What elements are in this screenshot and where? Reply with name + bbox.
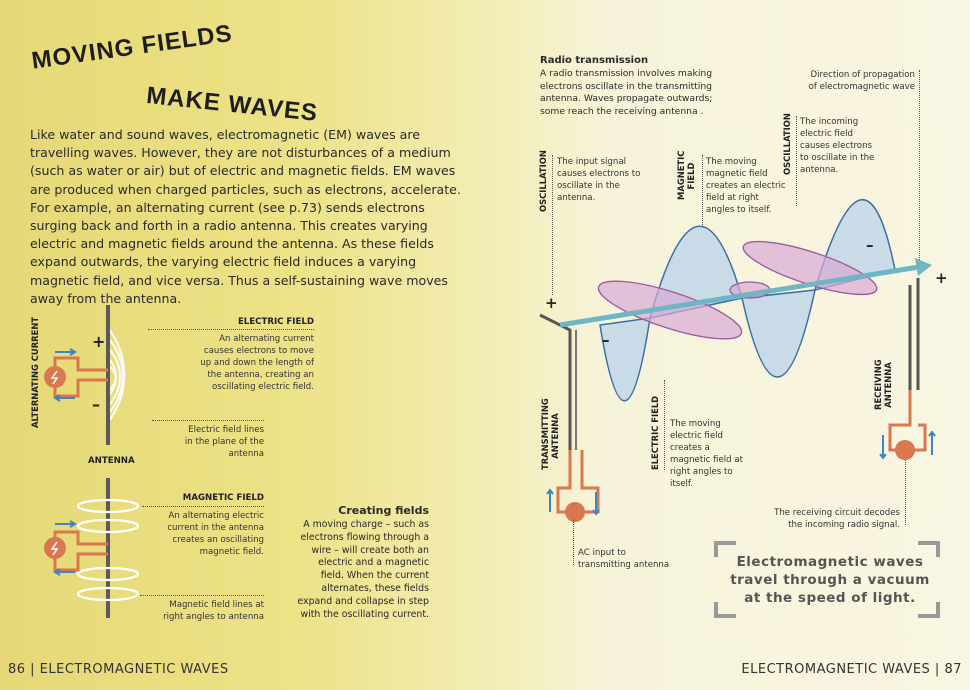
creating-fields-heading: Creating fields — [338, 504, 429, 517]
electric-field-heading: ELECTRIC FIELD — [237, 317, 314, 327]
minus-sign: – — [92, 395, 100, 414]
title-line-2: MAKE WAVES — [145, 82, 320, 127]
antenna-label: ANTENNA — [88, 456, 135, 466]
title-line-1: MOVING FIELDS — [30, 19, 235, 75]
direction-label: Direction of propagation of electromagne… — [808, 70, 915, 92]
magnetic-lines-text: Magnetic field lines at right angles to … — [163, 600, 264, 622]
oscillation-tx-label: OSCILLATION — [538, 150, 548, 212]
radio-heading: Radio transmission — [540, 55, 649, 66]
alternating-current-label: ALTERNATING CURRENT — [30, 316, 40, 428]
svg-text:–: – — [602, 331, 610, 349]
oscillation-rx-text: The incoming electric field causes elect… — [800, 117, 875, 175]
radio-text: A radio transmission involves making ele… — [540, 68, 713, 117]
em-wave-diagram: + + – – — [539, 199, 948, 522]
electric-field-label: ELECTRIC FIELD — [650, 395, 660, 470]
intro-text: Like water and sound waves, electromagne… — [30, 127, 461, 306]
receiving-circuit-text: The receiving circuit decodes the incomi… — [774, 508, 900, 530]
magnetic-field-label: MAGNETIC FIELD — [676, 150, 696, 200]
electric-field-text: An alternating current causes electrons … — [200, 334, 314, 392]
electric-lines-text: Electric field lines in the plane of the… — [184, 425, 264, 459]
electric-text: The moving electric field creates a magn… — [670, 419, 743, 489]
pull-quote: Electromagnetic waves travel through a v… — [730, 554, 930, 606]
footer-left: 86 | ELECTROMAGNETIC WAVES — [8, 662, 229, 677]
receiving-antenna-label: RECEIVING ANTENNA — [873, 359, 893, 410]
svg-text:+: + — [545, 294, 558, 312]
receiver-icon — [895, 440, 915, 460]
svg-text:–: – — [866, 236, 874, 254]
propagation-axis — [559, 263, 926, 328]
footer-right: ELECTROMAGNETIC WAVES | 87 — [741, 662, 962, 677]
antenna-fields-diagram: + – — [44, 305, 140, 618]
ac-input-text: AC input to transmitting antenna — [578, 548, 670, 570]
svg-text:+: + — [935, 269, 948, 287]
magnetic-field-text: An alternating electric current in the a… — [167, 511, 264, 557]
oscillation-rx-label: OSCILLATION — [782, 113, 792, 175]
creating-fields-text: A moving charge – such as electrons flow… — [297, 519, 429, 620]
ac-source-icon — [565, 502, 585, 522]
magnetic-text: The moving magnetic field creates an ele… — [706, 157, 786, 215]
oscillation-tx-text: The input signal causes electrons to osc… — [557, 157, 641, 203]
propagation-arrow-icon — [915, 258, 932, 276]
plus-sign: + — [92, 332, 105, 351]
page-title: MOVING FIELDS MAKE WAVES — [0, 0, 330, 127]
magnetic-field-heading: MAGNETIC FIELD — [182, 493, 264, 503]
transmitting-antenna-label: TRANSMITTING ANTENNA — [540, 398, 560, 470]
